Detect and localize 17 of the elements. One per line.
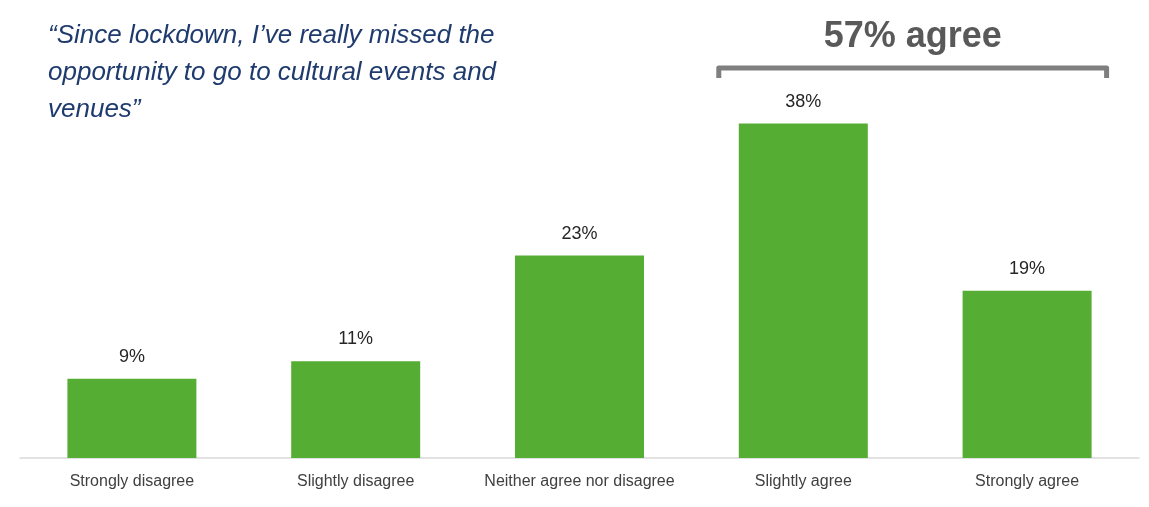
bar [962,290,1092,458]
x-tick-label: Neither agree nor disagree [484,471,675,489]
bar [515,255,644,458]
chart-title: “Since lockdown, I’ve really missed the opportunity to go to cultural events and venues” [48,18,504,123]
data-label: 19% [1009,257,1046,278]
data-label: 23% [561,222,598,243]
data-label: 11% [338,328,374,349]
bar [738,123,868,458]
text: 57% agree [823,13,1002,55]
data-label: 38% [785,90,822,111]
x-tick-label: Slightly disagree [297,471,415,489]
bar [67,378,197,458]
bar [291,361,421,458]
x-tick-label: Slightly agree [754,471,852,489]
data-label: 9% [118,345,145,366]
x-tick-label: Strongly agree [975,471,1080,489]
x-tick-label: Strongly disagree [69,471,195,489]
